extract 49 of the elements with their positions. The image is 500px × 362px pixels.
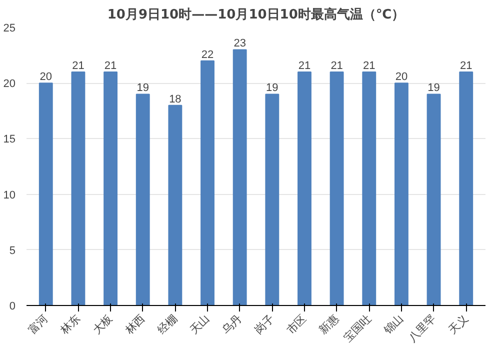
x-tick-label: 岗子 <box>252 312 277 337</box>
x-tick-label: 市区 <box>284 312 310 337</box>
x-tick-label: 林西 <box>122 312 148 338</box>
x-tick-label: 乌丹 <box>220 312 244 337</box>
x-tick-label: 经棚 <box>155 312 180 337</box>
data-label: 21 <box>104 60 117 72</box>
x-tick-label: 八里罕 <box>406 312 438 344</box>
data-label: 22 <box>201 48 214 61</box>
data-label: 19 <box>428 82 440 94</box>
bar <box>265 94 280 306</box>
bar <box>459 71 474 306</box>
bar <box>200 60 214 306</box>
data-label: 21 <box>330 60 343 72</box>
y-tick-label: 5 <box>9 244 16 257</box>
data-label: 19 <box>266 82 278 94</box>
x-tick-label: 大板 <box>90 312 116 337</box>
bar <box>136 94 150 306</box>
data-label: 19 <box>136 82 149 94</box>
x-tick-label: 富河 <box>26 312 50 337</box>
bar <box>330 71 344 306</box>
bar <box>38 82 53 306</box>
y-tick-label: 10 <box>3 189 16 202</box>
data-label: 21 <box>460 60 472 72</box>
y-tick-label: 25 <box>3 22 16 34</box>
data-label: 20 <box>40 71 52 84</box>
bar <box>71 71 86 306</box>
bar <box>168 104 182 306</box>
bar <box>394 82 408 306</box>
data-label: 18 <box>169 93 182 106</box>
x-tick-label: 新惠 <box>316 312 342 337</box>
x-tick-label: 天义 <box>446 312 471 337</box>
bar <box>104 71 118 306</box>
data-label: 20 <box>395 71 408 84</box>
y-tick-label: 20 <box>3 78 16 90</box>
bar <box>232 49 247 306</box>
y-tick-label: 15 <box>3 134 16 146</box>
x-tick-label: 宝国吐 <box>341 312 374 344</box>
chart-title: 10月9日10时——10月10日10时最高气温（℃） <box>107 6 405 22</box>
y-tick-label: 0 <box>9 300 16 312</box>
data-label: 23 <box>234 38 246 50</box>
data-label: 21 <box>72 60 84 72</box>
x-tick-label: 天山 <box>187 312 212 337</box>
bar <box>362 71 376 306</box>
bar <box>426 94 441 306</box>
x-tick-label: 林东 <box>57 312 83 338</box>
bar <box>298 71 312 306</box>
x-tick-label: 锦山 <box>380 312 406 338</box>
data-label: 21 <box>298 60 311 72</box>
data-label: 21 <box>363 60 376 72</box>
